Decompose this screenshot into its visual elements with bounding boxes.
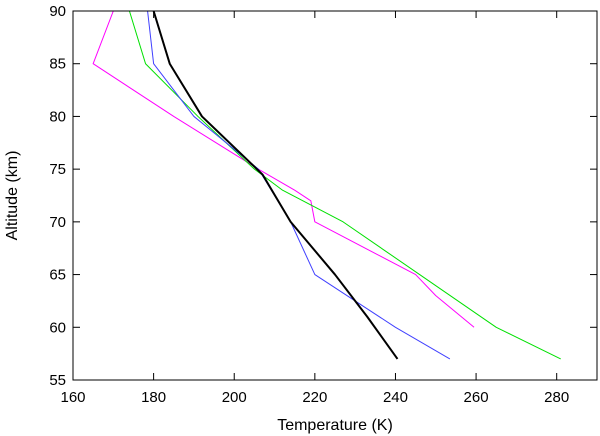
y-tick-label: 70: [49, 214, 66, 231]
x-axis-title: Temperature (K): [277, 417, 393, 434]
series-line-3: [147, 11, 451, 360]
y-tick-label: 75: [49, 161, 66, 178]
series-line-1: [92, 11, 475, 328]
plot-frame: [72, 10, 598, 381]
ticks-layer: 160 180 200 220 240 260 280 55 60 65 70 75 80 85 90: [49, 3, 597, 406]
series-layer: [92, 11, 561, 360]
series-line-4: [152, 11, 399, 360]
series-line-2: [128, 11, 561, 360]
x-tick-label: 220: [302, 389, 327, 406]
y-tick-label: 60: [49, 319, 66, 336]
y-tick-label: 90: [49, 3, 66, 20]
x-tick-label: 160: [60, 389, 85, 406]
y-tick-label: 55: [49, 372, 66, 389]
y-axis-title: Altitude (km): [4, 151, 21, 241]
x-tick-label: 240: [383, 389, 408, 406]
x-tick-label: 180: [141, 389, 166, 406]
y-tick-label: 80: [49, 108, 66, 125]
x-tick-label: 280: [544, 389, 569, 406]
y-tick-label: 65: [49, 267, 66, 284]
x-tick-label: 260: [464, 389, 489, 406]
y-tick-label: 85: [49, 56, 66, 73]
x-tick-label: 200: [222, 389, 247, 406]
